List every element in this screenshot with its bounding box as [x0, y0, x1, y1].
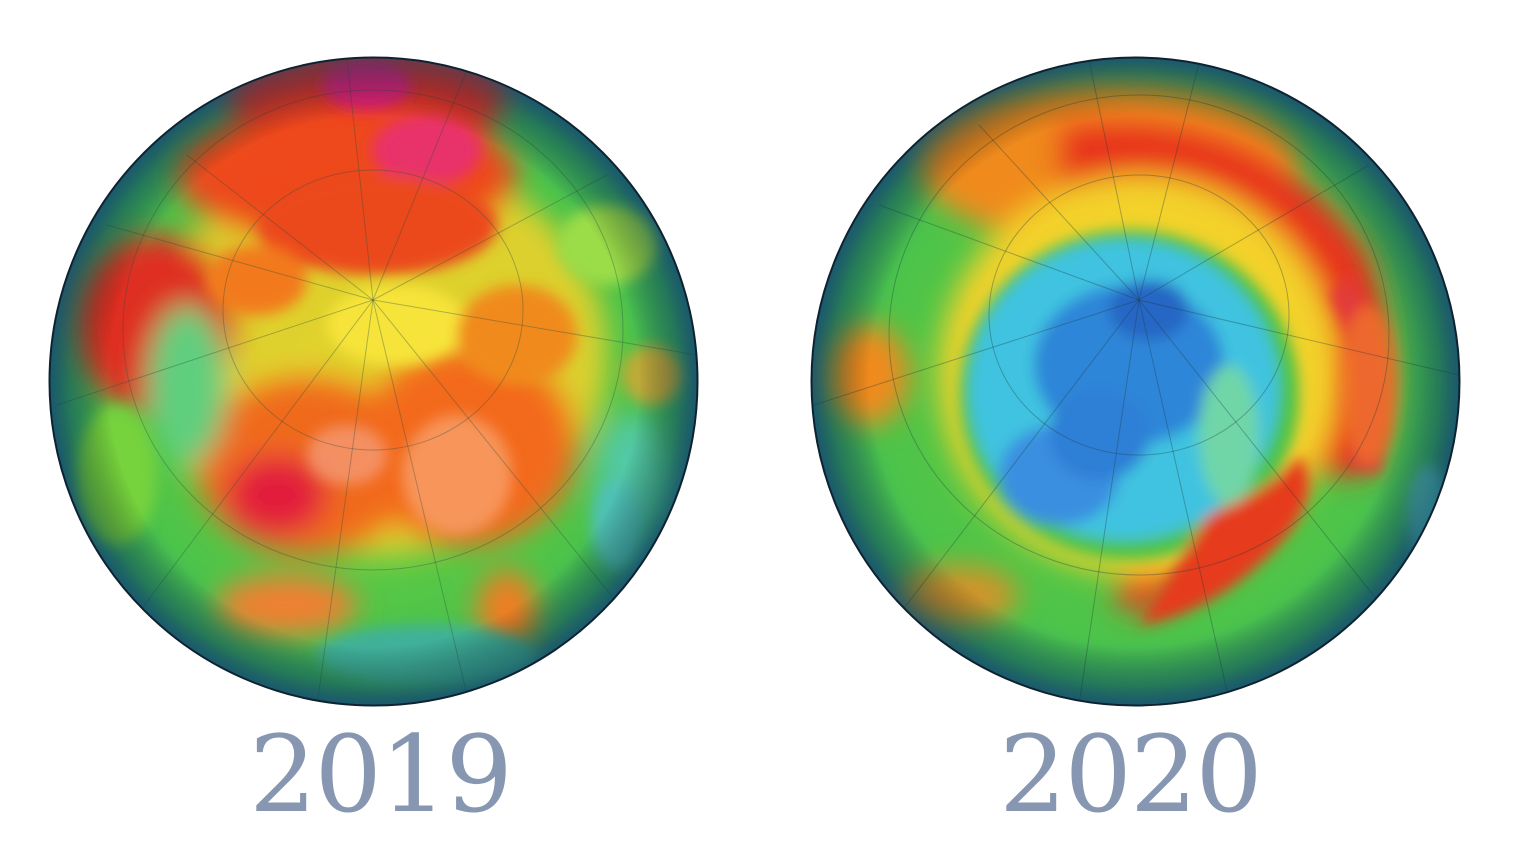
- globe-2019: [47, 55, 700, 708]
- ozone-map-2019: [48, 56, 699, 707]
- year-label-2020: 2020: [999, 713, 1263, 836]
- globe-2020: [809, 55, 1462, 708]
- map-panel-2019: 2019: [47, 55, 700, 836]
- ozone-map-2020: [810, 56, 1461, 707]
- map-panel-2020: 2020: [760, 0, 1513, 851]
- year-label-2019: 2019: [249, 713, 513, 836]
